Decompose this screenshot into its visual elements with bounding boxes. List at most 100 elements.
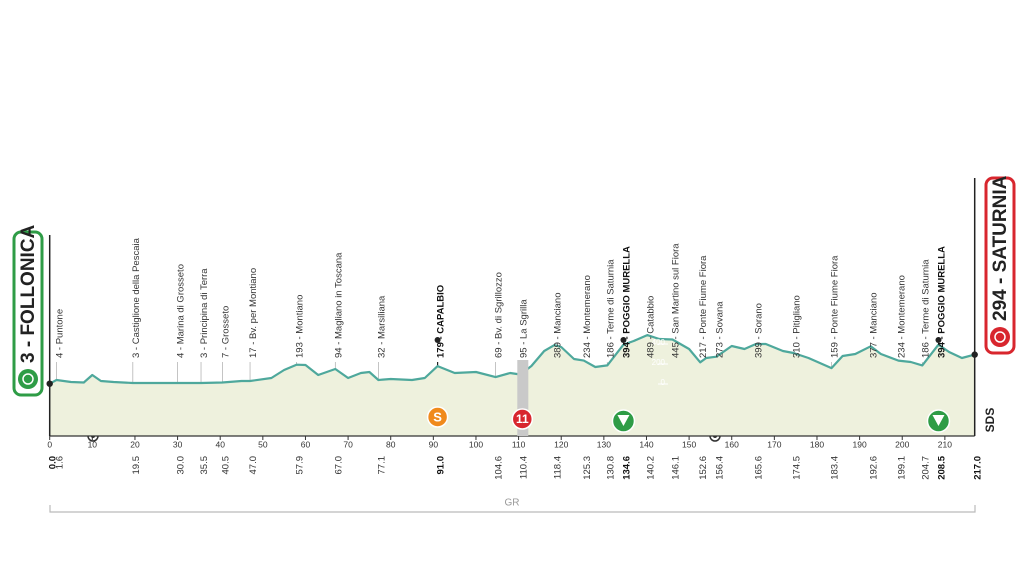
waypoint-km: 30.0	[176, 456, 187, 475]
waypoint-km: 174.5	[792, 456, 803, 480]
x-tick-label: 200	[895, 439, 909, 449]
waypoint-km: 183.4	[830, 456, 841, 480]
x-tick-label: 40	[215, 439, 225, 449]
waypoint-km: 165.6	[754, 456, 765, 480]
waypoint-km: 40.5	[220, 456, 231, 475]
waypoint-dot	[434, 337, 441, 343]
waypoint-km: 91.0	[436, 456, 447, 475]
x-tick-label: 100	[469, 439, 483, 449]
waypoint-name: 273 - Sovana	[714, 301, 725, 358]
waypoint-name: 399 - Sorano	[754, 303, 765, 358]
finish-dot	[971, 351, 978, 358]
waypoint-km: 199.1	[896, 456, 907, 480]
x-tick-label: 130	[597, 439, 611, 449]
waypoint-name: 179 - CAPALBIO	[436, 285, 447, 358]
y-tick-label: 200	[652, 358, 666, 367]
waypoint-name: 4 - Marina di Grosseto	[176, 264, 187, 358]
waypoint-name: 193 - Montiano	[295, 295, 306, 358]
waypoint-km: 134.6	[622, 456, 633, 480]
x-tick-label: 180	[810, 439, 824, 449]
waypoint-name: 217 - Ponte Fiume Fiora	[698, 255, 709, 358]
waypoint-km: 77.1	[376, 456, 387, 475]
start-name: 3 - FOLLONICA	[18, 224, 39, 363]
waypoint-name: 186 - Terme di Saturnia	[605, 259, 616, 358]
waypoint-km: 1.6	[55, 456, 66, 469]
waypoint-name: 7 - Grosseto	[220, 306, 231, 358]
waypoint-km: 35.5	[199, 456, 210, 475]
waypoint-km: 57.9	[295, 456, 306, 475]
sprint-label: S	[433, 409, 442, 424]
x-tick-label: 0	[47, 439, 52, 449]
x-tick-label: 140	[639, 439, 653, 449]
waypoint-km: 192.6	[869, 456, 880, 480]
bonus-label: 11	[516, 412, 529, 426]
x-tick-label: 60	[301, 439, 311, 449]
y-tick-label: 0	[661, 378, 666, 387]
climb-sector	[517, 360, 529, 436]
x-tick-label: 160	[725, 439, 739, 449]
waypoint-name: 32 - Marsiliana	[376, 295, 387, 358]
waypoint-km: 146.1	[671, 456, 682, 480]
waypoint-name: 95 - La Sgrilla	[518, 299, 529, 358]
brand-logo: SDS	[983, 408, 997, 433]
waypoint-km: 47.0	[248, 456, 259, 475]
x-tick-label: 170	[767, 439, 781, 449]
waypoint-name: 186 - Terme di Saturnia	[920, 259, 931, 358]
waypoint-km: 125.3	[582, 456, 593, 480]
waypoint-name: 489 - Catabbio	[645, 296, 656, 358]
waypoint-km: 130.8	[605, 456, 616, 480]
bracket-label: GR	[505, 498, 520, 509]
sprint-icon	[426, 406, 449, 428]
profile-layer	[49, 334, 975, 436]
profile-line	[49, 334, 975, 385]
waypoint-km: 140.2	[645, 456, 656, 480]
waypoint-name: 394 - POGGIO MURELLA	[937, 246, 948, 358]
profile-area	[49, 335, 975, 436]
finish-badge	[990, 327, 1010, 347]
x-tick-label: 10	[88, 439, 98, 449]
bonus-icon	[511, 408, 534, 430]
waypoint-name: 159 - Ponte Fiume Fiora	[830, 255, 841, 358]
waypoint-dot	[620, 337, 627, 343]
start-box	[12, 230, 44, 397]
x-tick-label: 190	[853, 439, 867, 449]
waypoint-name: 377 - Manciano	[869, 293, 880, 358]
waypoint-km: 67.0	[333, 456, 344, 475]
waypoint-name: 234 - Montemerano	[896, 275, 907, 358]
waypoint-km: 208.5	[937, 455, 948, 479]
waypoint-km: 152.6	[698, 456, 709, 480]
waypoint-dot	[935, 337, 942, 343]
waypoint-name: 69 - Bv. di Sgrillozzo	[494, 272, 505, 358]
waypoint-km: 118.4	[552, 456, 563, 479]
start-dot	[46, 380, 53, 387]
waypoint-name: 94 - Magliano in Toscana	[333, 252, 344, 358]
x-tick-label: 80	[386, 439, 396, 449]
waypoint-name: 445 - San Martino sul Fiora	[671, 243, 682, 358]
finish-box	[984, 176, 1016, 355]
y-tick-label: 400	[652, 338, 666, 347]
x-tick-label: 20	[130, 439, 140, 449]
x-tick-label: 110	[512, 439, 526, 449]
x-tick-label: 70	[343, 439, 353, 449]
finish-name: 294 - SATURNIA	[990, 175, 1011, 321]
x-tick-label: 210	[938, 439, 952, 449]
x-tick-label: 150	[682, 439, 696, 449]
kom-triangle	[932, 415, 945, 426]
waypoint-name: 3 - Castiglione della Pescaia	[131, 237, 142, 358]
x-tick-label: 30	[173, 439, 183, 449]
waypoint-km: 19.5	[131, 456, 142, 475]
x-tick-label: 90	[429, 439, 439, 449]
waypoint-km: 156.4	[714, 456, 725, 480]
start-badge-inner	[22, 373, 34, 385]
start-km: 0.0	[48, 456, 59, 469]
waypoint-km: 104.6	[494, 456, 505, 480]
waypoint-name: 310 - Pitigliano	[792, 295, 803, 358]
waypoint-name: 17 - Bv. per Montiano	[248, 268, 259, 358]
finish-badge-inner	[994, 331, 1006, 343]
start-badge	[18, 369, 38, 389]
waypoint-km: 110.4	[518, 456, 529, 479]
waypoint-km: 204.7	[920, 456, 931, 480]
finish-km: 217.0	[973, 456, 984, 480]
